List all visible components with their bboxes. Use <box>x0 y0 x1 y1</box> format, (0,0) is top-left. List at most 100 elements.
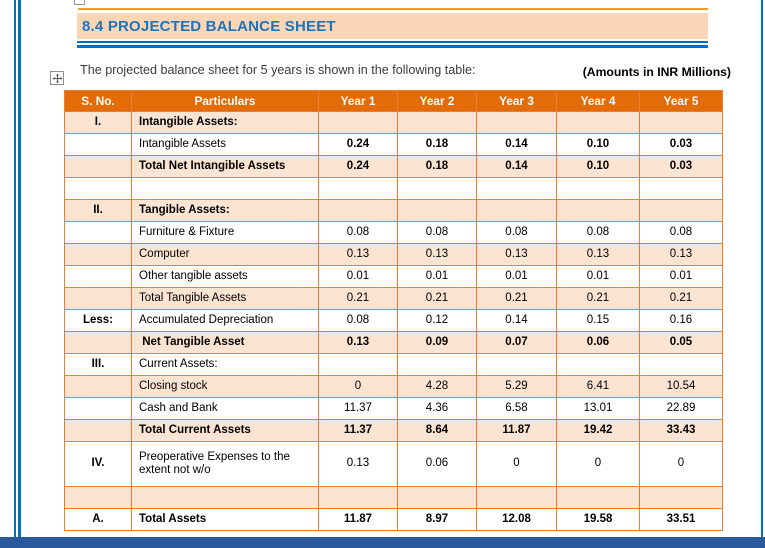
value-cell: 0.01 <box>639 265 723 288</box>
particulars-cell: Total Net Intangible Assets <box>131 155 319 178</box>
sno-cell: III. <box>64 353 132 376</box>
value-cell <box>556 353 640 376</box>
value-cell: 4.28 <box>397 375 477 398</box>
sno-cell <box>64 331 132 354</box>
value-cell <box>318 177 398 200</box>
value-cell: 0.21 <box>556 287 640 310</box>
value-cell <box>476 111 557 134</box>
value-cell: 0.16 <box>639 309 723 332</box>
value-cell: 33.43 <box>639 419 723 442</box>
value-cell <box>639 486 723 509</box>
particulars-cell: Tangible Assets: <box>131 199 319 222</box>
page-border-left-thick <box>18 0 21 538</box>
particulars-cell: Net Tangible Asset <box>131 331 319 354</box>
value-cell: 0.01 <box>397 265 477 288</box>
sno-cell: Less: <box>64 309 132 332</box>
value-cell: 11.87 <box>318 508 398 531</box>
sno-cell <box>64 397 132 420</box>
value-cell: 0.24 <box>318 155 398 178</box>
value-cell: 11.37 <box>318 397 398 420</box>
value-cell: 22.89 <box>639 397 723 420</box>
value-cell: 0 <box>476 441 557 487</box>
value-cell: 0.21 <box>397 287 477 310</box>
sno-cell: IV. <box>64 441 132 487</box>
sno-cell <box>64 287 132 310</box>
intro-text: The projected balance sheet for 5 years … <box>80 63 476 77</box>
table-row: III. Current Assets: <box>64 353 723 376</box>
value-cell <box>476 486 557 509</box>
value-cell: 0.08 <box>318 309 398 332</box>
value-cell: 0.21 <box>639 287 723 310</box>
particulars-cell <box>131 177 319 200</box>
value-cell <box>318 486 398 509</box>
column-header: Year 3 <box>476 90 557 112</box>
value-cell <box>639 111 723 134</box>
particulars-cell: Current Assets: <box>131 353 319 376</box>
value-cell: 12.08 <box>476 508 557 531</box>
value-cell: 0.08 <box>476 221 557 244</box>
column-header: Year 5 <box>639 90 723 112</box>
value-cell: 19.58 <box>556 508 640 531</box>
value-cell: 0.08 <box>639 221 723 244</box>
value-cell <box>397 111 477 134</box>
table-row: II. Tangible Assets: <box>64 199 723 222</box>
table-row: Total Net Intangible Assets 0.24 0.18 0.14 0… <box>64 155 723 178</box>
value-cell: 8.64 <box>397 419 477 442</box>
column-header: Year 1 <box>318 90 398 112</box>
value-cell: 8.97 <box>397 508 477 531</box>
value-cell: 0.18 <box>397 155 477 178</box>
value-cell: 0.06 <box>397 441 477 487</box>
value-cell <box>397 353 477 376</box>
particulars-cell: Total Assets <box>131 508 319 531</box>
table-row <box>64 486 723 509</box>
sno-cell <box>64 243 132 266</box>
table-row <box>64 177 723 200</box>
table-row: Closing stock 0 4.28 5.29 6.41 10.54 <box>64 375 723 398</box>
value-cell: 6.58 <box>476 397 557 420</box>
amounts-note: (Amounts in INR Millions) <box>582 65 731 79</box>
value-cell: 0.13 <box>318 243 398 266</box>
value-cell <box>556 111 640 134</box>
value-cell <box>556 177 640 200</box>
value-cell: 13.01 <box>556 397 640 420</box>
value-cell: 0.03 <box>639 155 723 178</box>
value-cell: 11.87 <box>476 419 557 442</box>
value-cell: 0.13 <box>318 441 398 487</box>
sno-cell <box>64 419 132 442</box>
sno-cell <box>64 133 132 156</box>
value-cell: 10.54 <box>639 375 723 398</box>
balance-sheet-table: S. No. Particulars Year 1 Year 2 Year 3 Year … <box>64 90 723 531</box>
particulars-cell: Intangible Assets <box>131 133 319 156</box>
value-cell: 0.12 <box>397 309 477 332</box>
value-cell: 0.08 <box>556 221 640 244</box>
sno-cell: II. <box>64 199 132 222</box>
value-cell <box>476 353 557 376</box>
heading-top-border <box>78 8 708 10</box>
table-row: I. Intangible Assets: <box>64 111 723 134</box>
heading-underline-thick <box>77 45 708 48</box>
column-header: S. No. <box>64 90 132 112</box>
page-bottom-bar <box>0 537 765 548</box>
header-row: S. No. Particulars Year 1 Year 2 Year 3 Year … <box>64 90 723 112</box>
table-row: Computer 0.13 0.13 0.13 0.13 0.13 <box>64 243 723 266</box>
table-body: I. Intangible Assets: Intangible Assets 0.2… <box>64 111 723 531</box>
value-cell <box>318 111 398 134</box>
value-cell <box>397 199 477 222</box>
table-row: Total Tangible Assets 0.21 0.21 0.21 0.21 0.2… <box>64 287 723 310</box>
value-cell: 0 <box>318 375 398 398</box>
table-move-handle[interactable] <box>50 71 64 85</box>
value-cell: 0.13 <box>397 243 477 266</box>
table-header: S. No. Particulars Year 1 Year 2 Year 3 Year … <box>64 90 723 112</box>
table-row: Total Current Assets 11.37 8.64 11.87 19.42 3… <box>64 419 723 442</box>
column-header: Particulars <box>131 90 319 112</box>
value-cell <box>556 486 640 509</box>
table-row: Intangible Assets 0.24 0.18 0.14 0.10 0.03 <box>64 133 723 156</box>
value-cell: 4.36 <box>397 397 477 420</box>
sno-cell <box>64 155 132 178</box>
value-cell: 0.18 <box>397 133 477 156</box>
column-header: Year 2 <box>397 90 477 112</box>
value-cell: 33.51 <box>639 508 723 531</box>
value-cell: 11.37 <box>318 419 398 442</box>
value-cell: 0.13 <box>318 331 398 354</box>
table-row: A. Total Assets 11.87 8.97 12.08 19.58 33.51 <box>64 508 723 531</box>
